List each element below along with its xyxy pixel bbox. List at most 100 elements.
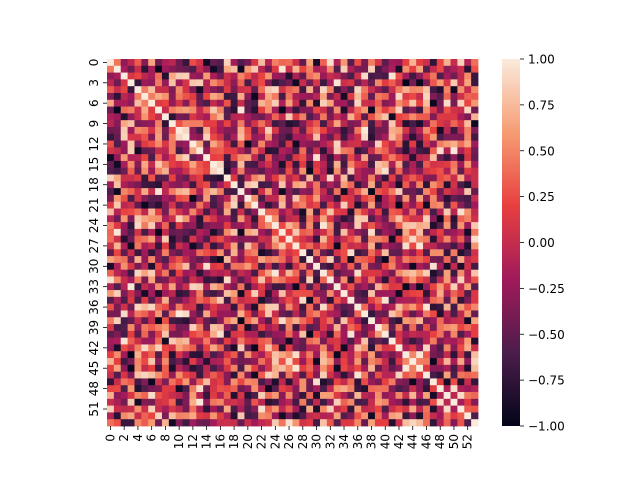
heatmap-cell (203, 419, 211, 427)
heatmap-cell (155, 181, 163, 189)
heatmap-cell (326, 92, 335, 101)
heatmap-cell (148, 371, 156, 379)
heatmap-cell (457, 140, 465, 148)
heatmap-cell (395, 364, 403, 373)
heatmap-cell (319, 324, 328, 332)
heatmap-cell (237, 194, 245, 203)
heatmap-cell (278, 242, 287, 250)
heatmap-cell (429, 167, 438, 175)
heatmap-cell (161, 228, 170, 237)
heatmap-cell (189, 92, 197, 101)
heatmap-cell (381, 59, 390, 67)
heatmap-cell (141, 208, 149, 216)
heatmap-cell (127, 242, 135, 250)
heatmap-cell (182, 269, 190, 277)
heatmap-cell (381, 160, 390, 169)
heatmap-cell (230, 371, 238, 379)
heatmap-cell (120, 276, 129, 284)
heatmap-cell (374, 106, 383, 114)
heatmap-cell (436, 174, 445, 182)
heatmap-cell (361, 147, 369, 155)
heatmap-cell (395, 290, 403, 298)
heatmap-cell (381, 86, 390, 94)
heatmap-cell (450, 208, 458, 216)
heatmap-cell (423, 154, 431, 162)
heatmap-cell (319, 344, 328, 352)
heatmap-cell (107, 167, 115, 175)
heatmap-cell (127, 160, 135, 169)
heatmap-cell (326, 154, 335, 162)
heatmap-cell (244, 249, 252, 257)
heatmap-cell (271, 419, 280, 427)
heatmap-cell (395, 412, 403, 420)
heatmap-cell (168, 79, 177, 87)
heatmap-cell (443, 133, 451, 141)
heatmap-cell (120, 140, 129, 148)
heatmap-cell (251, 385, 259, 393)
heatmap-cell (381, 194, 390, 203)
heatmap-cell (189, 120, 197, 128)
heatmap-cell (182, 242, 190, 250)
heatmap-cell (429, 201, 438, 209)
heatmap-cell (141, 92, 149, 101)
heatmap-cell (189, 296, 197, 305)
heatmap-cell (107, 147, 115, 155)
heatmap-cell (107, 310, 115, 318)
heatmap-cell (299, 242, 307, 250)
heatmap-cell (306, 419, 314, 427)
heatmap-cell (340, 194, 348, 203)
heatmap-cell (450, 276, 458, 284)
heatmap-cell (182, 194, 190, 203)
heatmap-cell (340, 269, 348, 277)
heatmap-cell (189, 303, 197, 311)
heatmap-cell (237, 222, 245, 230)
heatmap-cell (196, 290, 204, 298)
heatmap-cell (258, 296, 266, 305)
column-tick-label: 6 (145, 434, 159, 442)
heatmap-cell (230, 208, 238, 216)
heatmap-cell (395, 269, 403, 277)
heatmap-cell (409, 290, 417, 298)
heatmap-cell (299, 405, 307, 413)
heatmap-cell (402, 276, 410, 284)
heatmap-cell (134, 351, 142, 359)
heatmap-cell (306, 99, 314, 107)
heatmap-cell (347, 398, 355, 407)
heatmap-cell (161, 276, 170, 284)
heatmap-cell (471, 160, 479, 169)
heatmap-cell (409, 398, 417, 407)
heatmap-cell (395, 154, 403, 162)
heatmap-cell (223, 337, 232, 345)
heatmap-cell (237, 405, 245, 413)
heatmap-cell (196, 317, 204, 325)
heatmap-cell (203, 242, 211, 250)
heatmap-cell (347, 235, 355, 243)
heatmap-cell (120, 188, 129, 196)
heatmap-cell (423, 317, 431, 325)
heatmap-cell (340, 140, 348, 148)
heatmap-cell (381, 371, 390, 379)
heatmap-cell (416, 317, 424, 325)
heatmap-cell (457, 392, 465, 400)
heatmap-cell (354, 99, 362, 107)
heatmap-cell (134, 181, 142, 189)
heatmap-cell (292, 208, 300, 216)
heatmap-cell (230, 201, 238, 209)
heatmap-cell (196, 358, 204, 366)
heatmap-cell (230, 337, 238, 345)
colorbar-tick-label: 1.00 (528, 53, 555, 67)
heatmap-cell (230, 147, 238, 155)
heatmap-cell (354, 208, 362, 216)
heatmap-cell (285, 344, 293, 352)
heatmap-cell (278, 398, 287, 407)
heatmap-cell (258, 405, 266, 413)
heatmap-cell (340, 317, 348, 325)
heatmap-cell (168, 303, 177, 311)
heatmap-cell (285, 79, 293, 87)
heatmap-cell (189, 324, 197, 332)
heatmap-cell (381, 392, 390, 400)
heatmap-cell (374, 262, 383, 271)
heatmap-cell (402, 59, 410, 67)
heatmap-cell (457, 235, 465, 243)
heatmap-cell (388, 317, 396, 325)
